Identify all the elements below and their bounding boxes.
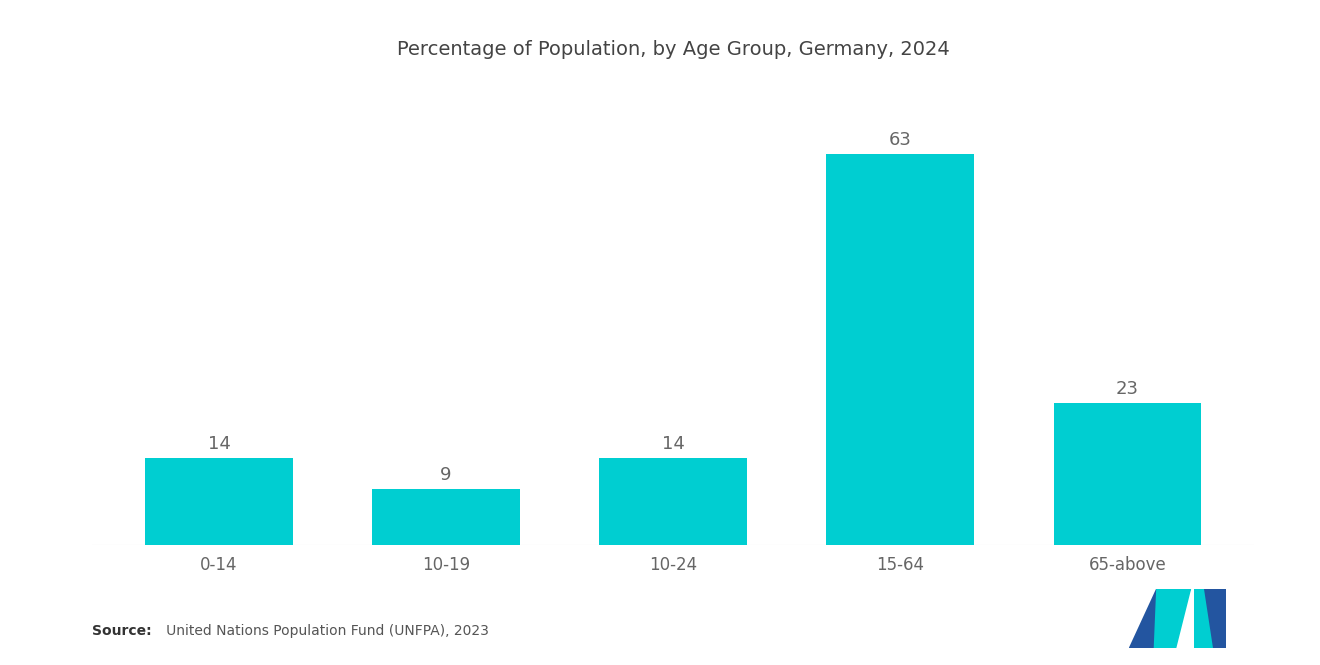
Title: Percentage of Population, by Age Group, Germany, 2024: Percentage of Population, by Age Group, …: [397, 40, 949, 59]
Text: 14: 14: [661, 436, 685, 454]
Bar: [1053, 402, 1201, 545]
Polygon shape: [1193, 589, 1226, 648]
Text: United Nations Population Fund (UNFPA), 2023: United Nations Population Fund (UNFPA), …: [153, 624, 488, 638]
Bar: [145, 458, 293, 545]
Text: 9: 9: [441, 466, 451, 485]
Polygon shape: [1204, 589, 1226, 648]
Text: 14: 14: [207, 436, 231, 454]
Text: 63: 63: [888, 131, 912, 150]
Text: Source:: Source:: [92, 624, 152, 638]
Bar: [599, 458, 747, 545]
Bar: [372, 489, 520, 545]
Text: 23: 23: [1115, 380, 1139, 398]
Polygon shape: [1129, 589, 1191, 648]
Polygon shape: [1154, 589, 1191, 648]
Bar: [826, 154, 974, 545]
